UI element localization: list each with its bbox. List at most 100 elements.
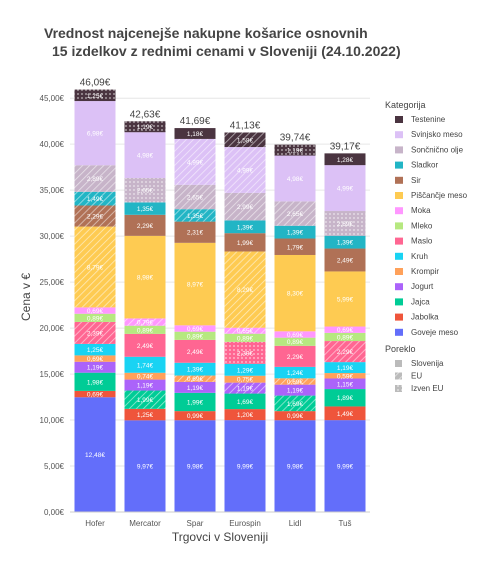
bar-segment — [174, 362, 216, 376]
data-label: 2,29€ — [287, 354, 304, 361]
data-label: 1,25€ — [87, 347, 104, 354]
legend-title: Kategorija — [385, 100, 426, 110]
data-label: 0,69€ — [187, 376, 204, 383]
bar-segment — [174, 381, 216, 393]
data-label: 1,35€ — [187, 213, 204, 220]
bar-segment — [124, 202, 166, 215]
data-label: 1,74€ — [137, 362, 154, 369]
bar-segment — [74, 397, 116, 512]
data-label: 2,65€ — [187, 195, 204, 202]
data-label: 1,25€ — [137, 412, 154, 419]
bar-segment — [274, 337, 316, 346]
data-label: 2,29€ — [87, 214, 104, 221]
bar-segment — [174, 339, 216, 363]
bar-segment — [224, 375, 266, 383]
legend-origin-label: Slovenija — [411, 359, 444, 368]
bar-segment — [224, 420, 266, 512]
bar-segment-pattern — [124, 121, 166, 133]
data-label: 1,99€ — [137, 397, 154, 404]
x-tick-label: Spar — [187, 519, 204, 528]
data-label: 0,69€ — [87, 392, 104, 399]
y-tick-label: 0,00€ — [44, 508, 65, 517]
data-label: 0,69€ — [287, 332, 304, 339]
data-label: 4,99€ — [337, 186, 354, 193]
bar-segment — [174, 331, 216, 340]
bar-segment — [324, 271, 366, 327]
legend-swatch — [395, 252, 403, 260]
bar-segment — [274, 345, 316, 367]
y-tick-label: 20,00€ — [40, 324, 65, 333]
legend-item-label: Jabolka — [411, 313, 439, 322]
bars — [74, 89, 366, 512]
bar-segment-pattern — [224, 327, 266, 334]
data-label: 1,39€ — [237, 224, 254, 231]
bar-segment — [274, 155, 316, 202]
data-label: 1,19€ — [187, 385, 204, 392]
x-axis-label: Trgovci v Sloveniji — [172, 530, 268, 544]
data-label: 0,89€ — [287, 339, 304, 346]
legend-swatch — [395, 222, 403, 230]
data-label: 2,99€ — [237, 204, 254, 211]
bar-segment-pattern — [274, 201, 316, 226]
data-label: 1,58€ — [237, 137, 254, 144]
bar-segment — [74, 361, 116, 373]
bar-segment — [274, 420, 316, 512]
data-label: 0,99€ — [187, 413, 204, 420]
bar-segment-pattern — [224, 147, 266, 193]
legend-swatch — [395, 192, 403, 199]
bar-segment-pattern — [124, 318, 166, 326]
bar-segment — [274, 254, 316, 332]
legend-swatch — [395, 298, 403, 306]
legend-swatch — [395, 237, 403, 245]
data-label: 2,89€ — [87, 176, 104, 183]
bar-segment — [74, 372, 116, 391]
bar-segment — [324, 406, 366, 421]
data-label: 8,29€ — [237, 287, 254, 294]
data-label: 0,65€ — [237, 328, 254, 335]
data-label: 12,48€ — [85, 452, 105, 459]
bar-segment — [74, 343, 116, 356]
legend-item-label: Goveje meso — [411, 328, 459, 337]
x-tick-label: Mercator — [129, 519, 161, 528]
data-label: 0,74€ — [137, 374, 154, 381]
bar-segment — [74, 307, 116, 314]
legend-item-label: Sončnično olje — [411, 145, 464, 154]
bar-segment — [274, 384, 316, 396]
data-label: 0,59€ — [337, 373, 354, 380]
data-labels: 12,48€ 0,69€ 1,98€ 1,19€ 0,69€ 1,25€ 2,39€ 0,89… — [80, 78, 361, 471]
data-label: 8,97€ — [187, 282, 204, 289]
legend-item-label: Sladkor — [411, 161, 438, 170]
legend-swatch — [395, 328, 403, 336]
y-tick-label: 45,00€ — [40, 94, 65, 103]
data-label: 1,99€ — [237, 240, 254, 247]
data-label: 2,65€ — [137, 188, 154, 195]
bar-segment — [174, 420, 216, 512]
data-label: 4,99€ — [187, 159, 204, 166]
data-label: 0,89€ — [237, 335, 254, 342]
data-label: 1,19€ — [137, 124, 154, 131]
legend-item-label: Maslo — [411, 237, 433, 246]
bar-segment — [274, 238, 316, 255]
data-label: 1,19€ — [287, 148, 304, 155]
bar-segment — [124, 132, 166, 179]
bar-segment — [274, 225, 316, 239]
legend-item-label: Piščančje meso — [411, 191, 468, 200]
y-axis-label: Cena v € — [19, 273, 33, 321]
data-label: 4,98€ — [137, 153, 154, 160]
data-label: 0,69€ — [287, 379, 304, 386]
data-label: 0,89€ — [137, 327, 154, 334]
y-tick-label: 40,00€ — [40, 140, 65, 149]
data-label: 1,24€ — [287, 370, 304, 377]
bar-segment — [124, 235, 166, 319]
data-label: 5,99€ — [337, 296, 354, 303]
data-label: 0,69€ — [87, 308, 104, 315]
bar-segment — [224, 409, 266, 421]
legend-item-label: Kruh — [411, 252, 428, 261]
y-tick-label: 15,00€ — [40, 370, 65, 379]
bar-segment — [224, 363, 266, 376]
data-label: 0,69€ — [337, 327, 354, 334]
legend-origin-label: EU — [411, 372, 422, 381]
bar-segment-pattern — [274, 395, 316, 412]
y-tick-label: 10,00€ — [40, 416, 65, 425]
